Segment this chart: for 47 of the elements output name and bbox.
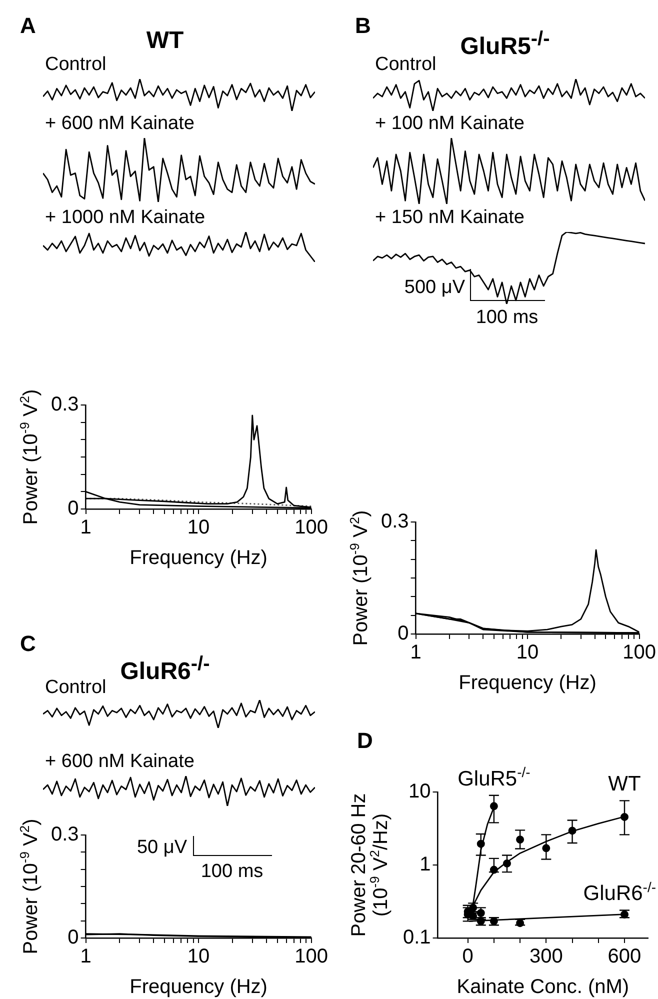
chart-title: WT bbox=[146, 27, 184, 54]
y-tick-label: 0 bbox=[68, 926, 79, 949]
y-tick-label: 10 bbox=[408, 780, 431, 803]
y-tick-label: 0 bbox=[68, 498, 79, 520]
text: B bbox=[355, 13, 371, 38]
x-tick-label: 10 bbox=[187, 946, 210, 968]
x-axis-title: Frequency (Hz) bbox=[130, 547, 268, 569]
chart-title: + 600 nM Kainate bbox=[45, 751, 194, 772]
text: C bbox=[20, 631, 36, 656]
chart-title: GluR6$^{-/-}$ bbox=[120, 653, 210, 685]
chart-subtitle: Control bbox=[375, 54, 436, 75]
series-label: GluR6-/- bbox=[583, 878, 656, 906]
annotation: 50 μV bbox=[136, 837, 187, 858]
y-axis-title: Power (10-9 V2) bbox=[17, 818, 42, 954]
chart-subtitle: Control bbox=[45, 677, 106, 698]
x-tick-label: 10 bbox=[187, 516, 210, 539]
y-tick-label: 0.3 bbox=[50, 394, 79, 416]
x-tick-label: 100 bbox=[294, 516, 328, 539]
x-tick-label: 600 bbox=[608, 946, 642, 968]
y-axis-title: Power (10-9 V2) bbox=[17, 389, 42, 525]
text: D bbox=[357, 728, 373, 753]
annotation: 100 ms bbox=[200, 861, 264, 882]
x-tick-label: 100 bbox=[622, 642, 656, 664]
y-axis-title: Power (10-9 V2) bbox=[347, 510, 372, 646]
x-axis-title: Kainate Conc. (nM) bbox=[456, 976, 630, 998]
text: A bbox=[20, 13, 36, 38]
x-tick-label: 0 bbox=[462, 946, 474, 968]
y-tick-label: 1 bbox=[420, 854, 431, 876]
x-tick-label: 10 bbox=[516, 642, 539, 664]
y-tick-label: 0.1 bbox=[402, 926, 431, 949]
chart-title: + 600 nM Kainate bbox=[45, 113, 194, 134]
y-tick-label: 0.3 bbox=[50, 824, 79, 846]
text: 100 ms bbox=[476, 307, 538, 328]
annotation: 500 μV bbox=[404, 277, 465, 298]
chart-title: + 1000 nM Kainate bbox=[45, 207, 206, 228]
chart-title: + 100 nM Kainate bbox=[375, 113, 524, 134]
series-label: WT bbox=[608, 772, 641, 796]
x-axis-title: Frequency (Hz) bbox=[130, 976, 268, 998]
x-axis-title: Frequency (Hz) bbox=[458, 672, 596, 694]
x-tick-label: 100 bbox=[294, 946, 328, 968]
chart-title: + 150 nM Kainate bbox=[375, 207, 524, 228]
series-label: GluR5-/- bbox=[458, 764, 531, 790]
chart-subtitle: Control bbox=[45, 54, 106, 75]
y-tick-label: 0.3 bbox=[380, 510, 409, 533]
y-tick-label: 0 bbox=[398, 622, 409, 645]
chart-title: GluR5$^{-/-}$ bbox=[460, 28, 550, 60]
x-tick-label: 300 bbox=[529, 946, 563, 968]
